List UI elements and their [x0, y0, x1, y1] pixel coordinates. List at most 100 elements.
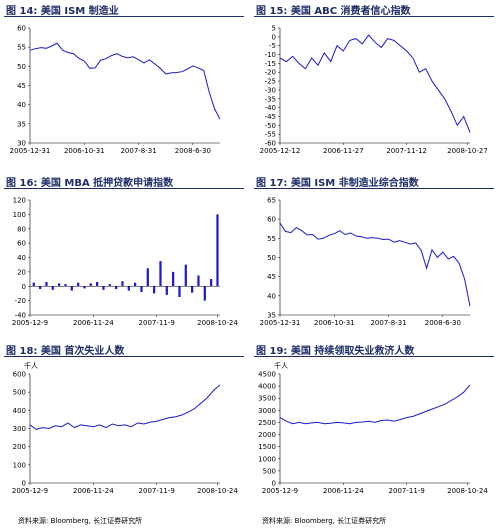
bar — [70, 286, 73, 291]
y-tick-label: 500 — [13, 389, 26, 397]
bar — [83, 286, 86, 289]
bar — [165, 286, 168, 295]
title-rule — [4, 16, 244, 17]
chart-panel-17: 图 17: 美国 ISM 非制造业综合指数 35 40 45 50 55 60 65 2005… — [250, 172, 500, 344]
bar — [108, 284, 111, 287]
x-tick-label: 2005-12-31 — [260, 319, 301, 327]
title-rule — [254, 188, 494, 189]
y-tick-label: 55 — [17, 44, 26, 52]
x-tick-label: 2008-6-30 — [175, 147, 211, 155]
bar — [102, 286, 105, 290]
x-tick-label: 2008-10-24 — [197, 487, 238, 495]
chart-panel-18: 图 18: 美国 首次失业人数 千人 0 100 200 300 400 500 600 200… — [0, 340, 250, 512]
x-tick-label: 2005-12-12 — [260, 147, 301, 155]
y-tick-label: -50 — [265, 122, 276, 130]
line-chart: 35 40 45 50 55 60 65 2005-12-31 2006-10-31 2007-8… — [260, 197, 471, 327]
y-tick-label: 2000 — [258, 431, 276, 439]
x-tick-label: 2006-11-24 — [73, 319, 114, 327]
chart-title: 图 18: 美国 首次失业人数 — [6, 342, 124, 357]
y-tick-label: 500 — [263, 467, 276, 475]
figure-number: 图 17: — [256, 178, 288, 189]
y-tick-label: 45 — [267, 273, 276, 281]
y-tick-label: -40 — [15, 312, 26, 320]
x-tick-label: 2008-10-24 — [447, 487, 488, 495]
x-tick-label: 2005-12-9 — [262, 487, 298, 495]
chart-title: 图 15: 美国 ABC 消费者信心指数 — [256, 2, 411, 17]
y-tick-label: -20 — [15, 297, 26, 305]
x-tick-label: 2006-11-27 — [323, 147, 364, 155]
x-tick-label: 2005-12-9 — [12, 487, 48, 495]
y-tick-label: -60 — [265, 140, 276, 148]
y-tick-label: -35 — [265, 95, 276, 103]
chart-panel-16: 图 16: 美国 MBA 抵押贷款申请指数 -40 -20 0 20 40 60 80 100… — [0, 172, 250, 344]
x-tick-label: 2007-8-31 — [120, 147, 156, 155]
y-tick-label: 40 — [267, 292, 276, 300]
title-rule — [254, 356, 494, 357]
y-tick-label: 60 — [17, 25, 26, 33]
chart-panel-14: 图 14: 美国 ISM 制造业 30 35 40 45 50 55 60 2005-12-3… — [0, 0, 250, 172]
x-tick-label: 2008-10-24 — [197, 319, 238, 327]
bar — [64, 284, 67, 287]
y-tick-label: -5 — [269, 42, 276, 50]
y-tick-label: 35 — [17, 120, 26, 128]
y-tick-label: 30 — [17, 140, 26, 148]
y-tick-label: -45 — [265, 113, 276, 121]
chart-title: 图 17: 美国 ISM 非制造业综合指数 — [256, 174, 419, 189]
y-tick-label: 120 — [13, 197, 26, 205]
x-tick-label: 2007-11-9 — [389, 487, 425, 495]
y-tick-label: 300 — [13, 425, 26, 433]
bar — [45, 281, 48, 287]
series-line — [279, 384, 471, 425]
bar — [32, 282, 35, 287]
x-tick-label: 2007-11-9 — [139, 319, 175, 327]
title-rule — [254, 16, 494, 17]
x-tick-label: 2007-11-9 — [139, 487, 175, 495]
y-tick-label: 80 — [17, 225, 26, 233]
chart-panel-15: 图 15: 美国 ABC 消费者信心指数 -60 -55 -50 -45 -40 -35-… — [250, 0, 500, 172]
source-note-right: 资料来源: Bloomberg, 长江证券研究所 — [262, 517, 387, 525]
x-tick-label: 2006-10-31 — [64, 147, 105, 155]
y-tick-label: 100 — [13, 461, 26, 469]
figure-caption: 美国 持续领取失业救济人数 — [290, 346, 415, 357]
y-tick-label: 20 — [17, 268, 26, 276]
line-chart: 千人 0 100 200 300 400 500 600 2005-12-9 2006-11-24… — [12, 361, 238, 495]
x-tick-label: 2006-11-24 — [323, 487, 364, 495]
y-tick-label: 1500 — [258, 443, 276, 451]
y-tick-label: 60 — [17, 240, 26, 248]
series-line — [29, 42, 221, 120]
bar — [140, 286, 143, 292]
figure-number: 图 19: — [256, 346, 288, 357]
y-tick-label: 60 — [267, 216, 276, 224]
y-tick-label: -55 — [265, 131, 276, 139]
bar — [77, 282, 80, 287]
y-tick-label: 3500 — [258, 395, 276, 403]
bar — [153, 286, 156, 294]
x-tick-label: 2008-10-27 — [447, 147, 488, 155]
bar — [39, 286, 42, 290]
figure-caption: 美国 ABC 消费者信心指数 — [290, 6, 411, 17]
chart-title: 图 16: 美国 MBA 抵押贷款申请指数 — [6, 174, 173, 189]
bar — [178, 286, 181, 298]
y-tick-label: 5 — [272, 25, 276, 33]
series-line — [279, 222, 471, 307]
bar — [210, 279, 213, 287]
bar — [89, 283, 92, 287]
x-tick-label: 2008-6-30 — [425, 319, 461, 327]
bar — [203, 286, 206, 301]
bar — [127, 286, 130, 291]
y-tick-label: -30 — [265, 86, 276, 94]
y-tick-label: 0 — [272, 480, 276, 488]
bar — [146, 268, 149, 287]
chart-title: 图 19: 美国 持续领取失业救济人数 — [256, 342, 414, 357]
y-tick-label: 45 — [17, 82, 26, 90]
x-tick-label: 2006-11-24 — [73, 487, 114, 495]
y-tick-label: 100 — [13, 211, 26, 219]
y-tick-label: -20 — [265, 69, 276, 77]
line-chart: 千人 0 500 1000 1500 2000 2500 3000 3500 4000 4500 20… — [258, 361, 488, 495]
y-tick-label: 2500 — [258, 419, 276, 427]
y-tick-label: 4000 — [258, 383, 276, 391]
y-tick-label: 65 — [267, 197, 276, 205]
figure-number: 图 15: — [256, 6, 288, 17]
y-tick-label: -25 — [265, 78, 276, 86]
figure-caption: 美国 ISM 制造业 — [40, 6, 119, 17]
